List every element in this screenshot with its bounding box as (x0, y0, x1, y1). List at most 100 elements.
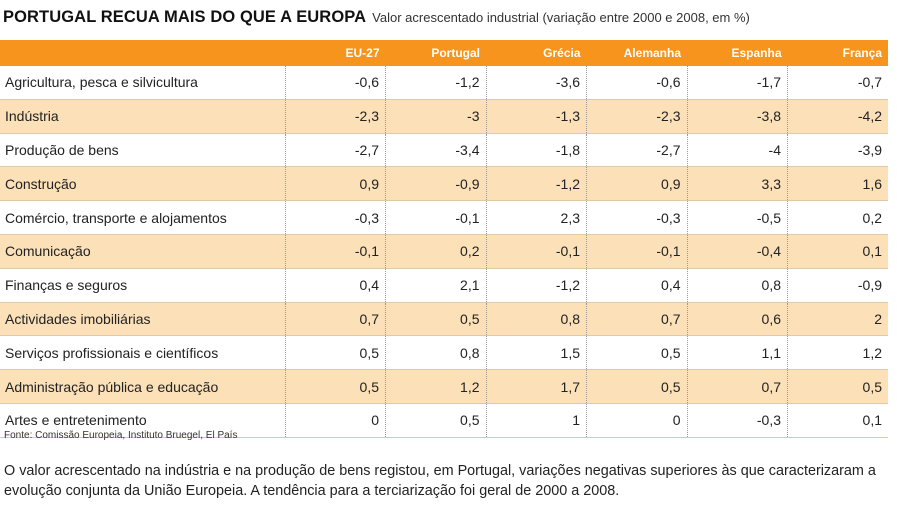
value-cell: -0,1 (586, 234, 688, 269)
value-cell: 0,7 (586, 302, 688, 337)
row-label: Produção de bens (0, 133, 286, 168)
value-cell: 1,2 (385, 369, 487, 404)
table-row: Serviços profissionais e científicos 0,5 0… (0, 335, 888, 371)
value-cell: -1,8 (486, 133, 587, 168)
value-cell: -0,3 (687, 403, 788, 438)
value-cell: 0,8 (687, 268, 788, 303)
value-cell: -4 (687, 133, 788, 168)
row-label: Comércio, transporte e alojamentos (0, 200, 286, 235)
value-cell: -3 (385, 99, 487, 134)
value-cell: 1 (486, 403, 587, 438)
value-cell: 0,4 (285, 268, 386, 303)
value-cell: 0,2 (385, 234, 487, 269)
table-row: Administração pública e educação 0,5 1,2 1,… (0, 369, 888, 404)
value-cell: 1,1 (687, 335, 788, 371)
value-cell: -2,7 (285, 133, 386, 168)
header-row: EU-27 Portugal Grécia Alemanha Espanha F… (0, 40, 888, 66)
value-cell: 0,8 (486, 302, 587, 337)
column-header: França (787, 40, 888, 66)
value-cell: 1,7 (486, 369, 587, 404)
table-row: Actividades imobiliárias 0,7 0,5 0,8 0,7 0,6 2 (0, 302, 888, 337)
value-cell: -0,3 (586, 200, 688, 235)
value-cell: 0,9 (285, 166, 386, 202)
value-cell: -0,1 (285, 234, 386, 269)
value-cell: 0,5 (385, 302, 487, 337)
value-cell: 0 (285, 403, 386, 438)
row-label: Agricultura, pesca e silvicultura (0, 66, 286, 100)
value-cell: -0,9 (787, 268, 888, 303)
table-row: Indústria -2,3 -3 -1,3 -2,3 -3,8 -4,2 (0, 99, 888, 134)
value-cell: 1,6 (787, 166, 888, 202)
value-cell: -0,6 (586, 66, 688, 100)
row-label: Serviços profissionais e científicos (0, 335, 286, 371)
value-cell: -0,7 (787, 66, 888, 100)
value-cell: -1,2 (486, 166, 587, 202)
value-cell: 0,7 (687, 369, 788, 404)
value-cell: -0,3 (285, 200, 386, 235)
value-cell: 2 (787, 302, 888, 337)
row-label: Artes e entretenimento (0, 403, 286, 438)
value-cell: 0 (586, 403, 688, 438)
source-note: Fonte: Comissão Europeia, Instituto Brue… (4, 430, 238, 441)
table-row: Artes e entretenimento 0 0,5 1 0 -0,3 0,1 (0, 403, 888, 438)
table-row: Produção de bens -2,7 -3,4 -1,8 -2,7 -4 -3,9 (0, 133, 888, 168)
value-cell: 0,5 (385, 403, 487, 438)
value-cell: -0,1 (486, 234, 587, 269)
value-cell: 0,4 (586, 268, 688, 303)
column-header: Grécia (486, 40, 587, 66)
data-table: EU-27 Portugal Grécia Alemanha Espanha F… (0, 40, 888, 438)
value-cell: -1,2 (486, 268, 587, 303)
value-cell: -1,7 (687, 66, 788, 100)
value-cell: -1,2 (385, 66, 487, 100)
value-cell: -2,3 (285, 99, 386, 134)
value-cell: 0,6 (687, 302, 788, 337)
header-cell-empty (0, 40, 285, 66)
value-cell: -0,1 (385, 200, 487, 235)
value-cell: 0,5 (586, 369, 688, 404)
value-cell: 0,1 (787, 403, 888, 438)
value-cell: -3,9 (787, 133, 888, 168)
value-cell: -1,3 (486, 99, 587, 134)
table-row: Construção 0,9 -0,9 -1,2 0,9 3,3 1,6 (0, 166, 888, 202)
value-cell: 0,5 (285, 369, 386, 404)
value-cell: 0,7 (285, 302, 386, 337)
value-cell: 0,8 (385, 335, 487, 371)
table-row: Agricultura, pesca e silvicultura -0,6 -1,… (0, 66, 888, 100)
value-cell: 0,2 (787, 200, 888, 235)
value-cell: -2,7 (586, 133, 688, 168)
table-body: Agricultura, pesca e silvicultura -0,6 -1,… (0, 66, 888, 438)
value-cell: 0,1 (787, 234, 888, 269)
table-row: Finanças e seguros 0,4 2,1 -1,2 0,4 0,8 -0,9 (0, 268, 888, 303)
value-cell: 0,5 (285, 335, 386, 371)
value-cell: -3,6 (486, 66, 587, 100)
column-header: Espanha (687, 40, 788, 66)
value-cell: -0,5 (687, 200, 788, 235)
chart-subtitle: Valor acrescentado industrial (variação … (372, 10, 750, 25)
chart-title: PORTUGAL RECUA MAIS DO QUE A EUROPA (3, 8, 367, 26)
value-cell: -3,4 (385, 133, 487, 168)
caption-text: O valor acrescentado na indústria e na p… (4, 463, 876, 499)
value-cell: 0,9 (586, 166, 688, 202)
value-cell: -0,6 (285, 66, 386, 100)
value-cell: -3,8 (687, 99, 788, 134)
value-cell: -2,3 (586, 99, 688, 134)
value-cell: -4,2 (787, 99, 888, 134)
column-header: Portugal (385, 40, 486, 66)
row-label: Actividades imobiliárias (0, 302, 286, 337)
value-cell: 0,5 (586, 335, 688, 371)
value-cell: 2,1 (385, 268, 487, 303)
row-label: Administração pública e educação (0, 369, 286, 404)
row-label: Construção (0, 166, 286, 202)
table-row: Comércio, transporte e alojamentos -0,3 -0… (0, 200, 888, 235)
row-label: Comunicação (0, 234, 286, 269)
value-cell: 1,5 (486, 335, 587, 371)
title-line: PORTUGAL RECUA MAIS DO QUE A EUROPA Valo… (3, 8, 897, 32)
table-row: Comunicação -0,1 0,2 -0,1 -0,1 -0,4 0,1 (0, 234, 888, 269)
column-header: Alemanha (586, 40, 687, 66)
value-cell: -0,9 (385, 166, 487, 202)
column-header: EU-27 (285, 40, 386, 66)
value-cell: 1,2 (787, 335, 888, 371)
row-label: Finanças e seguros (0, 268, 286, 303)
value-cell: 3,3 (687, 166, 788, 202)
row-label: Indústria (0, 99, 286, 134)
